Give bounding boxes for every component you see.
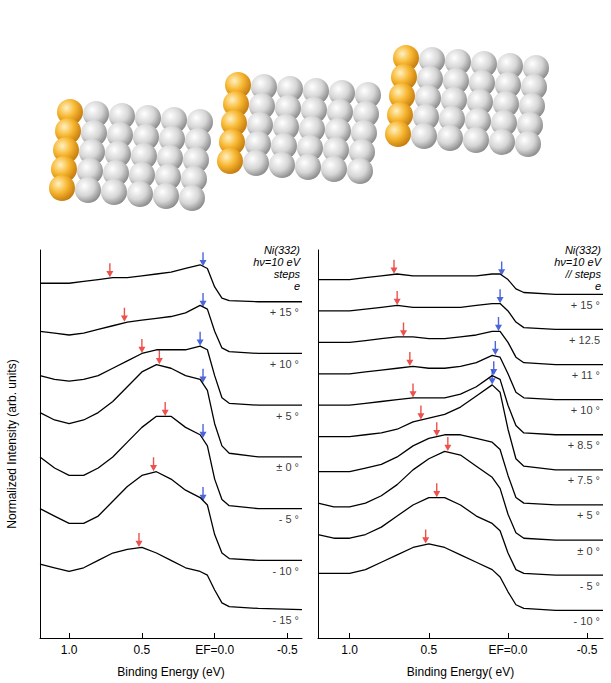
svg-text:hν=10 eV: hν=10 eV: [554, 256, 602, 268]
svg-text:+ 12.5: + 12.5: [569, 334, 600, 346]
svg-text:Binding Energy (eV): Binding Energy (eV): [117, 665, 224, 679]
svg-text:+ 7.5 °: + 7.5 °: [568, 474, 600, 486]
svg-text:+ 15 °: + 15 °: [571, 299, 600, 311]
svg-text:// steps: // steps: [565, 268, 602, 280]
svg-text:+ 5 °: + 5 °: [276, 410, 299, 422]
svg-text:-0.5: -0.5: [577, 643, 598, 657]
svg-text:Binding Energy( eV): Binding Energy( eV): [407, 665, 514, 679]
svg-text:± 0 °: ± 0 °: [276, 461, 299, 473]
svg-text:± 0 °: ± 0 °: [577, 545, 600, 557]
svg-text:e: e: [294, 280, 300, 292]
svg-text:1.0: 1.0: [341, 643, 358, 657]
svg-text:- 5 °: - 5 °: [580, 580, 600, 592]
svg-text:Ni(332): Ni(332): [565, 244, 601, 256]
svg-text:+ 5 °: + 5 °: [577, 509, 600, 521]
svg-text:1.0: 1.0: [61, 643, 78, 657]
svg-text:+ 11 °: + 11 °: [572, 369, 600, 381]
svg-text:- 10 °: - 10 °: [574, 615, 600, 627]
svg-text:0.5: 0.5: [420, 643, 437, 657]
svg-text:+ 10 °: + 10 °: [571, 404, 600, 416]
svg-text:0.5: 0.5: [134, 643, 151, 657]
svg-text:EF=0.0: EF=0.0: [195, 643, 234, 657]
svg-text:EF=0.0: EF=0.0: [488, 643, 527, 657]
svg-text:+ 8.5 °: + 8.5 °: [568, 439, 600, 451]
svg-text:+ 10 °: + 10 °: [270, 358, 299, 370]
svg-text:- 5 °: - 5 °: [279, 513, 299, 525]
svg-text:steps: steps: [274, 268, 301, 280]
svg-text:Normalized Intensity (arb. uni: Normalized Intensity (arb. units): [5, 359, 19, 528]
svg-text:-0.5: -0.5: [277, 643, 298, 657]
svg-text:e: e: [595, 280, 601, 292]
svg-text:- 15 °: - 15 °: [273, 614, 299, 626]
svg-text:+ 15 °: + 15 °: [270, 306, 299, 318]
svg-text:hν=10 eV: hν=10 eV: [253, 256, 301, 268]
svg-text:- 10 °: - 10 °: [273, 565, 299, 577]
svg-text:Ni(332): Ni(332): [264, 244, 300, 256]
